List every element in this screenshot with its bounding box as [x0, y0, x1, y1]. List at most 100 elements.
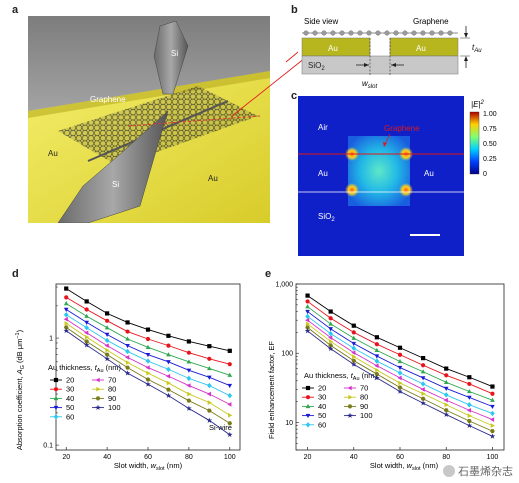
- legend-label: 50: [318, 411, 326, 420]
- label-au-left-a: Au: [48, 149, 58, 158]
- data-point: [227, 421, 233, 426]
- data-point: [420, 369, 426, 374]
- data-point: [187, 391, 192, 397]
- data-point: [166, 360, 171, 365]
- data-point: [63, 316, 68, 322]
- legend-marker: [95, 396, 101, 401]
- legend-label: 80: [108, 385, 116, 394]
- legend-marker: [53, 377, 59, 383]
- data-point: [145, 377, 151, 382]
- legend-item-80: 80: [92, 385, 116, 394]
- data-point: [186, 368, 192, 373]
- data-point: [227, 383, 233, 389]
- y-tick-label: 0.1: [43, 443, 53, 450]
- data-point: [186, 383, 191, 388]
- data-point: [105, 311, 110, 316]
- panel-letter-e: e: [265, 268, 272, 280]
- data-point: [166, 366, 171, 373]
- watermark: 石墨烯杂志: [443, 463, 513, 479]
- data-point: [374, 342, 379, 347]
- legend-marker: [305, 413, 311, 419]
- data-point: [145, 327, 151, 332]
- data-point: [467, 388, 472, 394]
- colorbar-title: |E|2: [471, 100, 485, 109]
- panel-letter-a: a: [12, 4, 19, 16]
- series-80: [305, 321, 495, 428]
- panel-e-chart: Field enhancement factor, EF Slot width,…: [267, 282, 505, 472]
- legend-marker: [348, 394, 353, 400]
- data-point: [105, 318, 110, 323]
- legend-item-90: 90: [344, 402, 368, 411]
- si-waveguide-top: [153, 20, 189, 95]
- x-tick-label: 60: [396, 454, 404, 461]
- legend-marker: [347, 404, 353, 409]
- legend-label: 50: [66, 403, 74, 412]
- data-point: [489, 417, 495, 422]
- data-point: [444, 373, 449, 378]
- data-point: [467, 375, 472, 380]
- series-line: [65, 288, 230, 352]
- y-tick-label: 1,000: [275, 282, 293, 289]
- series-30: [305, 299, 495, 396]
- data-point: [328, 343, 333, 348]
- legend-label: 70: [108, 376, 116, 385]
- legend-item-60: 60: [302, 420, 326, 429]
- data-point: [397, 358, 403, 364]
- data-point: [443, 386, 449, 391]
- legend-item-50: 50: [50, 403, 74, 412]
- legend-label: 60: [318, 420, 326, 429]
- x-tick-label: 100: [224, 454, 236, 461]
- label-graphene-a: Graphene: [90, 95, 126, 104]
- legend-item-30: 30: [302, 393, 326, 402]
- data-point: [421, 356, 426, 361]
- series-60: [305, 313, 495, 417]
- panel-e-xlabel: Slot width, wslot (nm): [370, 461, 439, 472]
- y-tick-label: 10: [285, 420, 293, 427]
- data-point: [397, 370, 403, 376]
- data-point: [83, 342, 90, 348]
- cbar-tick-4: 0: [483, 171, 487, 178]
- legend-item-70: 70: [344, 384, 368, 393]
- data-point: [227, 392, 233, 399]
- x-tick-label: 20: [62, 454, 70, 461]
- panel-e-legend-title: Au thickness, tAu (nm): [304, 371, 378, 382]
- data-point: [186, 359, 192, 364]
- data-point: [490, 384, 495, 389]
- legend-item-100: 100: [92, 403, 121, 412]
- data-point: [63, 325, 69, 330]
- legend-item-20: 20: [50, 376, 74, 385]
- x-tick-label: 80: [185, 454, 193, 461]
- data-point: [443, 397, 448, 403]
- data-point: [421, 363, 426, 368]
- label-au-c-left: Au: [318, 169, 328, 178]
- data-point: [467, 413, 472, 419]
- data-point: [304, 327, 311, 334]
- data-point: [420, 381, 426, 387]
- cbar-tick-0: 1.00: [483, 111, 497, 118]
- panel-d-chart: Absorption coefficient, AG (dB μm−1) Slo…: [15, 283, 241, 472]
- data-point: [227, 402, 232, 407]
- data-point: [84, 324, 89, 331]
- data-point: [84, 320, 89, 325]
- data-point: [467, 381, 472, 387]
- series-40: [63, 301, 233, 377]
- legend-marker: [305, 422, 311, 428]
- legend-marker: [347, 412, 353, 418]
- x-tick-label: 40: [350, 454, 358, 461]
- series-70: [63, 316, 232, 407]
- data-point: [145, 358, 151, 364]
- data-point: [125, 360, 131, 365]
- data-point: [166, 343, 171, 348]
- data-point: [351, 345, 357, 351]
- legend-label: 40: [318, 402, 326, 411]
- panel-c-field-map: Air Graphene Au Au SiO2 |E|2 1.00 0.75 0…: [298, 96, 497, 256]
- panel-d-note-si-wire: Si-wire: [209, 423, 232, 432]
- data-point: [105, 347, 110, 353]
- series-20: [64, 286, 232, 353]
- data-point: [305, 313, 310, 320]
- data-point: [490, 429, 495, 434]
- data-point: [443, 392, 449, 398]
- series-90: [63, 325, 233, 426]
- data-point: [64, 286, 69, 291]
- data-point: [420, 396, 426, 401]
